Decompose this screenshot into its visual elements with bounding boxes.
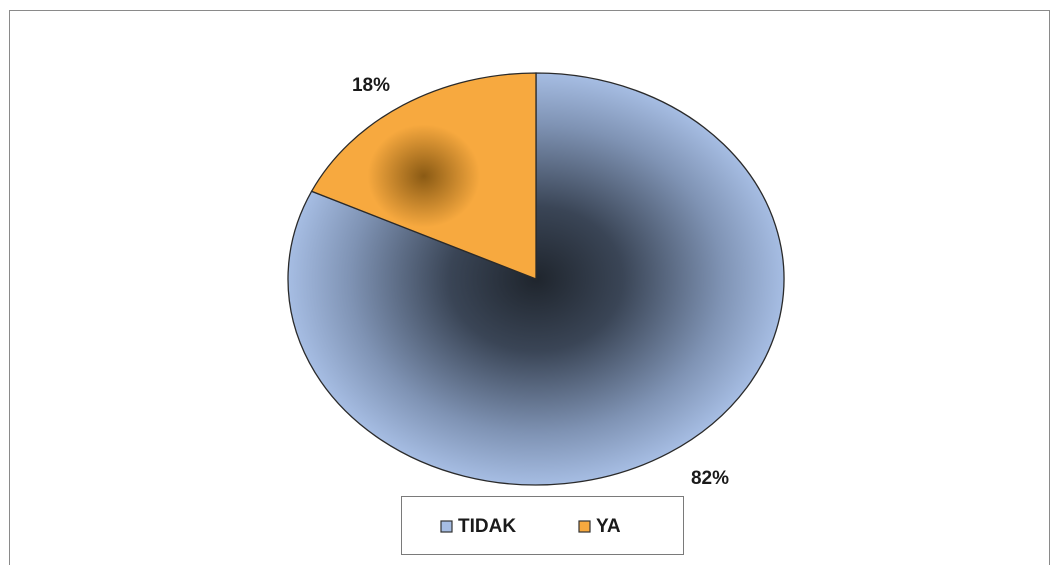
slice-label-tidak: 82% xyxy=(691,468,729,489)
pie-slice-ya xyxy=(310,72,537,280)
pie-slices xyxy=(287,72,785,486)
legend-label-tidak: TIDAK xyxy=(458,516,516,537)
legend: TIDAK YA xyxy=(401,496,684,555)
slice-label-ya: 18% xyxy=(352,75,390,96)
legend-swatch-ya xyxy=(578,520,591,533)
legend-label-ya: YA xyxy=(596,516,621,537)
legend-swatch-tidak xyxy=(440,520,453,533)
